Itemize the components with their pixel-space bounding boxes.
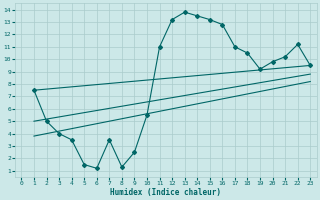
X-axis label: Humidex (Indice chaleur): Humidex (Indice chaleur): [110, 188, 221, 197]
